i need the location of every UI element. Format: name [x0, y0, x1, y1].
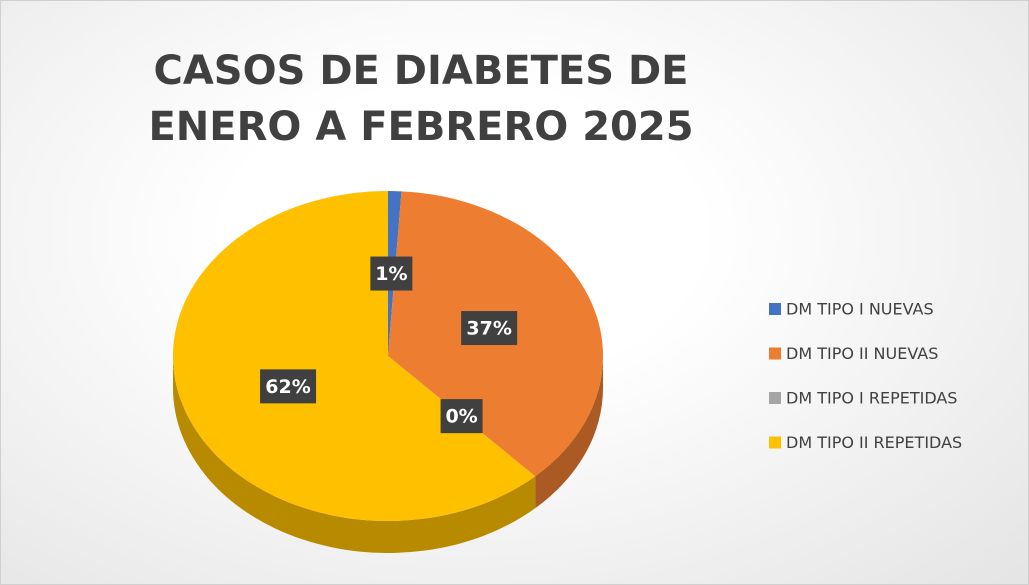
data-label: 0% [445, 406, 477, 428]
legend-swatch [769, 436, 781, 449]
slice [172, 191, 536, 521]
data-label-box [461, 311, 518, 346]
legend-swatch [769, 303, 781, 315]
legend-label: DM TIPO I REPETIDAS [786, 389, 957, 408]
data-label-box [370, 256, 413, 291]
slice-side [173, 356, 536, 553]
data-label-box [260, 369, 317, 404]
legend-label: DM TIPO II REPETIDAS [786, 433, 962, 452]
legend-label: DM TIPO II NUEVAS [786, 344, 938, 363]
data-label-box [440, 399, 483, 434]
legend-swatch [769, 392, 781, 404]
legend-swatch [769, 347, 781, 360]
legend-label: DM TIPO I NUEVAS [786, 300, 934, 319]
data-label: 62% [265, 376, 310, 398]
chart-title: CASOS DE DIABETES DE ENERO A FEBRERO 202… [148, 48, 694, 150]
data-label: 37% [466, 318, 511, 340]
slice-side [535, 356, 603, 509]
data-label: 1% [375, 263, 407, 285]
